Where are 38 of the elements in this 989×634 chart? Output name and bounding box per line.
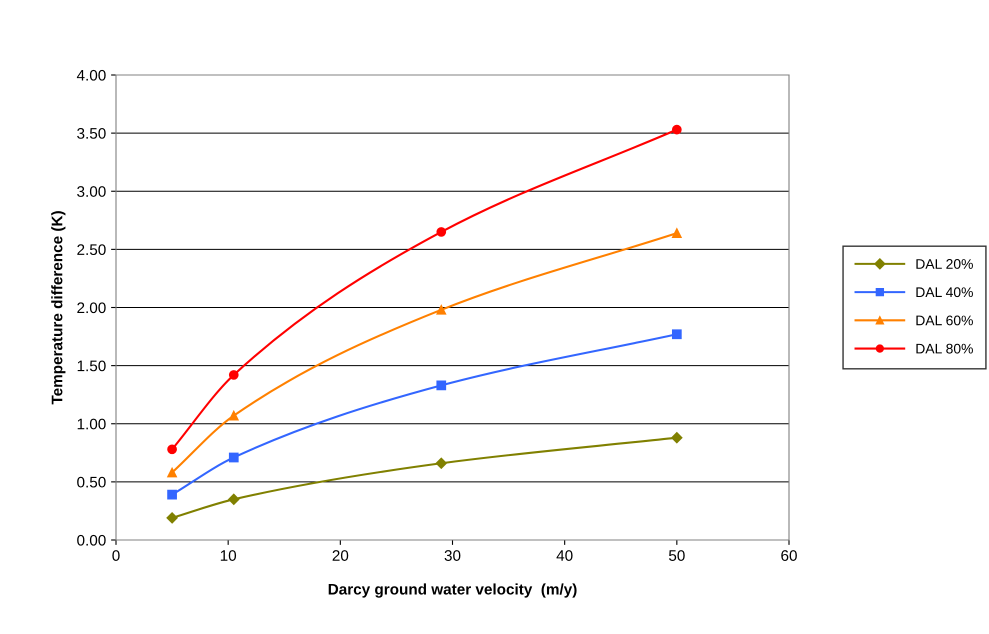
legend-label: DAL 40% <box>916 287 973 298</box>
legend-label: DAL 20% <box>916 259 973 269</box>
x-tick-label: 10 <box>220 550 236 561</box>
point <box>228 452 239 462</box>
y-tick-label: 2.00 <box>77 302 106 314</box>
point <box>167 490 177 500</box>
y-tick-label: 3.00 <box>77 186 106 197</box>
x-tick-label: 40 <box>556 550 573 561</box>
x-axis-title: Darcy ground water velocity (m/y) <box>328 583 577 598</box>
x-tick-label: 20 <box>332 550 348 561</box>
point <box>436 227 446 237</box>
x-tick-label: 30 <box>444 550 460 561</box>
point <box>672 228 682 238</box>
point <box>167 444 177 454</box>
y-tick-label: 1.50 <box>78 360 106 372</box>
point <box>228 410 239 420</box>
y-tick-label: 0.00 <box>77 534 106 546</box>
y-tick-label: 4.00 <box>76 70 106 81</box>
x-tick-label: 50 <box>668 550 685 561</box>
y-axis-title: Temperature difference (K) <box>51 211 66 404</box>
x-tick-label: 0 <box>112 550 120 561</box>
point <box>436 304 446 315</box>
point <box>671 432 682 444</box>
point <box>672 329 682 340</box>
y-tick-label: 2.50 <box>77 244 106 256</box>
legend-label: DAL 60% <box>916 316 973 326</box>
point <box>436 458 447 469</box>
point <box>167 468 177 478</box>
y-tick-label: 3.50 <box>77 128 106 139</box>
point <box>672 124 682 134</box>
legend-label: DAL 80% <box>916 344 973 354</box>
point <box>228 370 239 380</box>
y-tick-label: 0.50 <box>77 476 106 488</box>
point <box>166 512 178 524</box>
y-tick-label: 1.00 <box>78 418 106 430</box>
point <box>228 494 240 505</box>
x-tick-label: 60 <box>781 550 797 561</box>
point <box>436 380 446 390</box>
